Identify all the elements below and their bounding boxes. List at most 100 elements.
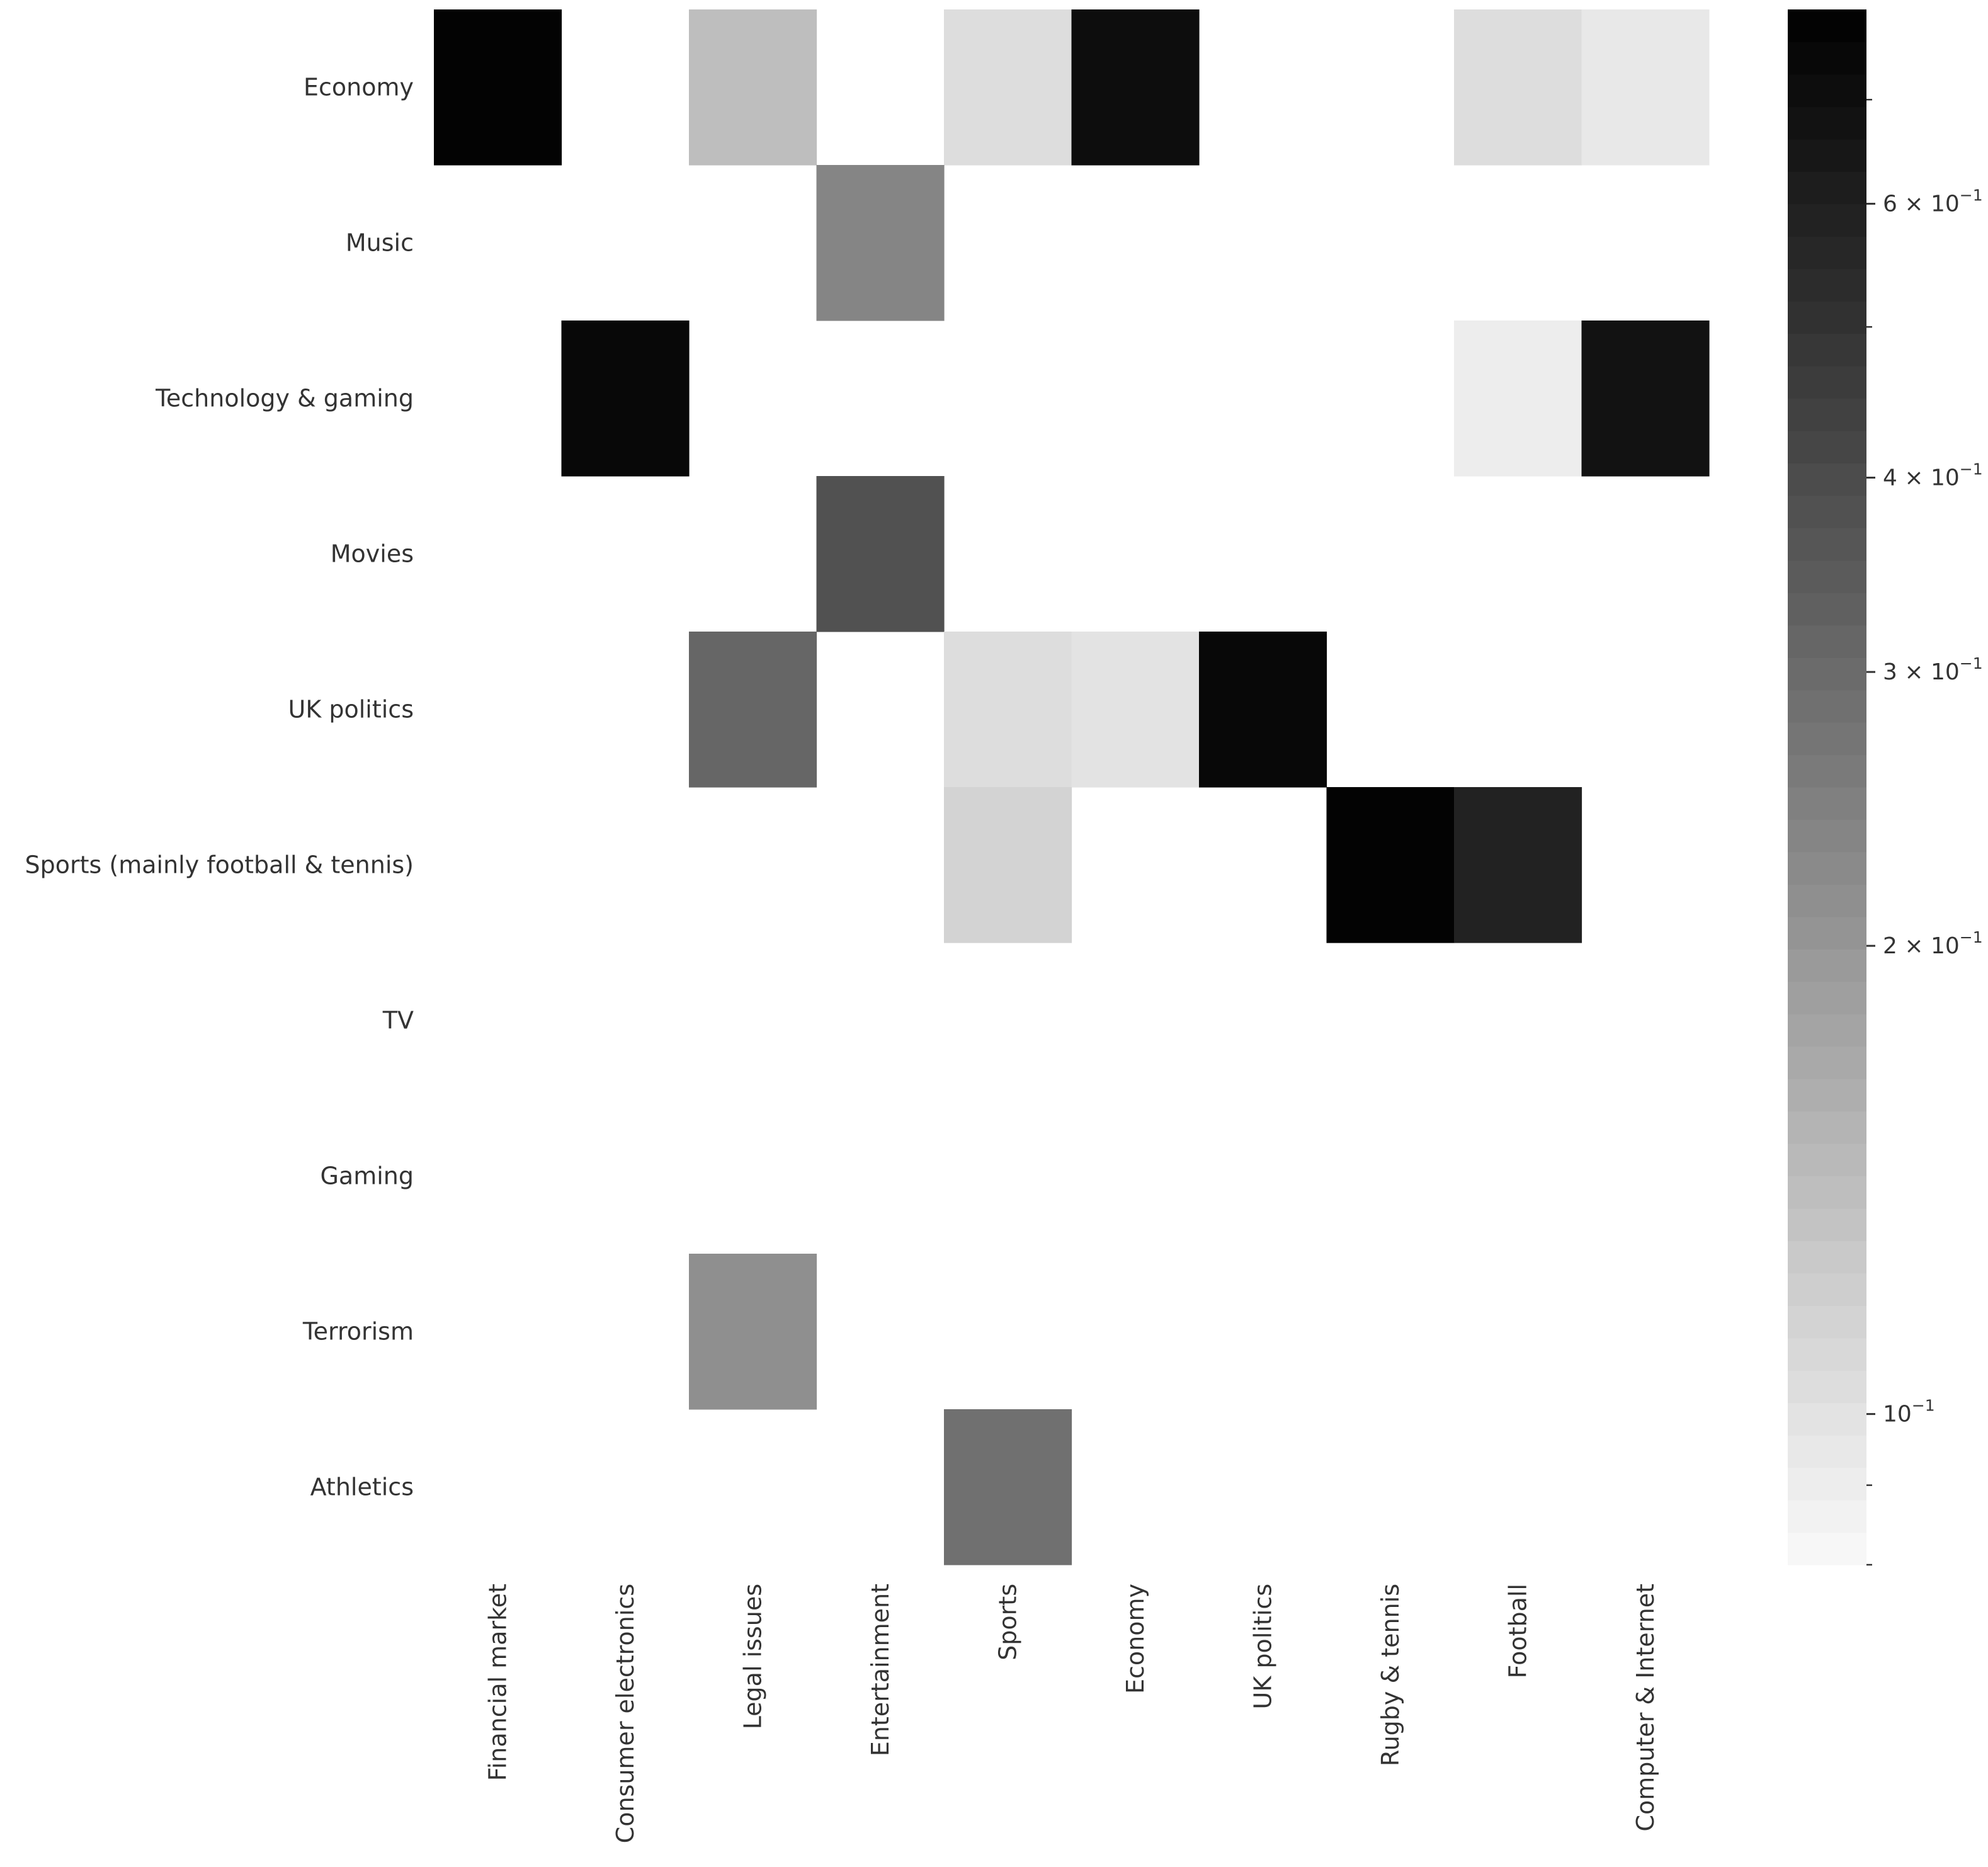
heatmap-cell-economy-computer-internet	[1581, 9, 1710, 166]
colorbar-band	[1788, 366, 1866, 399]
heatmap-cell-terrorism-legal-issues	[689, 1254, 817, 1410]
colorbar-band	[1788, 74, 1866, 107]
column-label: Football	[1504, 1584, 1531, 1678]
colorbar-band	[1788, 1273, 1866, 1306]
heatmap-cell-sports-mainly-football-tennis-football	[1454, 787, 1582, 943]
column-label: Sports	[994, 1584, 1021, 1660]
colorbar-tick-label: 4 × 10−1	[1883, 460, 1983, 491]
colorbar-band	[1788, 787, 1866, 820]
colorbar-band	[1788, 1305, 1866, 1339]
column-label: Legal issues	[739, 1584, 766, 1729]
colorbar-band	[1788, 1402, 1866, 1436]
colorbar-band	[1788, 333, 1866, 366]
heatmap-cell-technology-gaming-consumer-electronics	[561, 321, 690, 477]
column-labels: Financial market Consumer electronics Lega…	[484, 1584, 1659, 1843]
colorbar-band	[1788, 106, 1866, 140]
colorbar-band	[1788, 1079, 1866, 1112]
colorbar-band	[1788, 9, 1866, 43]
heatmap-cell-economy-financial-market	[434, 9, 562, 166]
colorbar-tick-base: 10	[1883, 1401, 1912, 1427]
colorbar-band	[1788, 301, 1866, 334]
row-label: Music	[346, 229, 414, 257]
colorbar-tick-base: 2 × 10	[1883, 933, 1960, 959]
colorbar-band	[1788, 139, 1866, 172]
row-label: Technology & gaming	[155, 385, 414, 412]
row-label: UK politics	[288, 696, 414, 724]
colorbar-tick-exponent: −1	[1960, 928, 1983, 946]
colorbar-band	[1788, 1176, 1866, 1209]
heatmap-cell-technology-gaming-football	[1454, 321, 1582, 477]
colorbar-band	[1788, 42, 1866, 75]
colorbar-band	[1788, 1143, 1866, 1177]
colorbar-band	[1788, 657, 1866, 691]
colorbar-band	[1788, 1500, 1866, 1533]
heatmap-cell-technology-gaming-computer-internet	[1581, 321, 1710, 477]
colorbar-band	[1788, 1014, 1866, 1047]
colorbar-band	[1788, 463, 1866, 496]
heatmap-cell-sports-mainly-football-tennis-rugby-tennis	[1326, 787, 1455, 943]
colorbar-band	[1788, 398, 1866, 431]
heatmap-cell-economy-sports	[944, 9, 1072, 166]
column-label: Computer & Internet	[1632, 1584, 1659, 1832]
heatmap-cell-sports-mainly-football-tennis-sports	[944, 787, 1072, 943]
colorbar-band	[1788, 722, 1866, 756]
heatmap-cell-athletics-sports	[944, 1409, 1072, 1565]
column-label: UK politics	[1249, 1584, 1276, 1709]
row-label: TV	[382, 1007, 414, 1035]
colorbar-tick-label: 10−1	[1883, 1396, 1935, 1427]
colorbar-band	[1788, 949, 1866, 982]
colorbar-band	[1788, 1467, 1866, 1501]
colorbar-band	[1788, 495, 1866, 528]
colorbar-band	[1788, 1046, 1866, 1079]
heatmap-cell-economy-legal-issues	[689, 9, 817, 166]
colorbar-band	[1788, 689, 1866, 723]
colorbar-band	[1788, 1337, 1866, 1371]
heatmap-cells	[434, 9, 1710, 1565]
colorbar-band	[1788, 560, 1866, 593]
colorbar-band	[1788, 203, 1866, 237]
heatmap-cell-economy-football	[1454, 9, 1582, 166]
row-label: Gaming	[320, 1162, 414, 1190]
colorbar-band	[1788, 268, 1866, 302]
colorbar-tick-label: 6 × 10−1	[1883, 186, 1983, 217]
row-label: Sports (mainly football & tennis)	[25, 851, 414, 879]
colorbar-tick-exponent: −1	[1912, 1396, 1935, 1414]
column-label: Economy	[1122, 1584, 1149, 1694]
colorbar-band	[1788, 1208, 1866, 1242]
heatmap-cell-uk-politics-sports	[944, 632, 1072, 788]
colorbar-band	[1788, 1435, 1866, 1468]
colorbar-band	[1788, 754, 1866, 788]
colorbar-band	[1788, 625, 1866, 658]
heatmap-cell-economy-economy	[1071, 9, 1200, 166]
row-label: Economy	[304, 74, 414, 101]
column-label: Financial market	[484, 1584, 511, 1781]
heatmap-cell-uk-politics-legal-issues	[689, 632, 817, 788]
column-label: Rugby & tennis	[1377, 1584, 1404, 1766]
colorbar-tick-label: 3 × 10−1	[1883, 654, 1983, 685]
colorbar-band	[1788, 528, 1866, 561]
colorbar-tick-exponent: −1	[1960, 186, 1983, 204]
colorbar-band	[1788, 1370, 1866, 1404]
row-label: Terrorism	[302, 1318, 414, 1346]
heatmap-cell-uk-politics-economy	[1071, 632, 1200, 788]
colorbar-band	[1788, 430, 1866, 464]
colorbar: 10−12 × 10−13 × 10−14 × 10−16 × 10−1	[1788, 9, 1983, 1566]
row-label: Movies	[331, 540, 414, 568]
colorbar-band	[1788, 981, 1866, 1014]
colorbar-band	[1788, 884, 1866, 917]
colorbar-band	[1788, 851, 1866, 885]
colorbar-tick-exponent: −1	[1960, 654, 1983, 672]
colorbar-band	[1788, 236, 1866, 270]
colorbar-tick-base: 4 × 10	[1883, 465, 1960, 491]
colorbar-tick-base: 6 × 10	[1883, 191, 1960, 217]
column-label: Entertainment	[866, 1584, 894, 1756]
colorbar-band	[1788, 1240, 1866, 1274]
colorbar-tick-label: 2 × 10−1	[1883, 928, 1983, 959]
colorbar-band	[1788, 593, 1866, 626]
column-label: Consumer electronics	[611, 1584, 639, 1843]
colorbar-tick-exponent: −1	[1960, 460, 1983, 478]
heatmap-cell-movies-entertainment	[816, 476, 945, 632]
heatmap-cell-music-entertainment	[816, 165, 945, 321]
heatmap-cell-uk-politics-uk-politics	[1199, 632, 1327, 788]
